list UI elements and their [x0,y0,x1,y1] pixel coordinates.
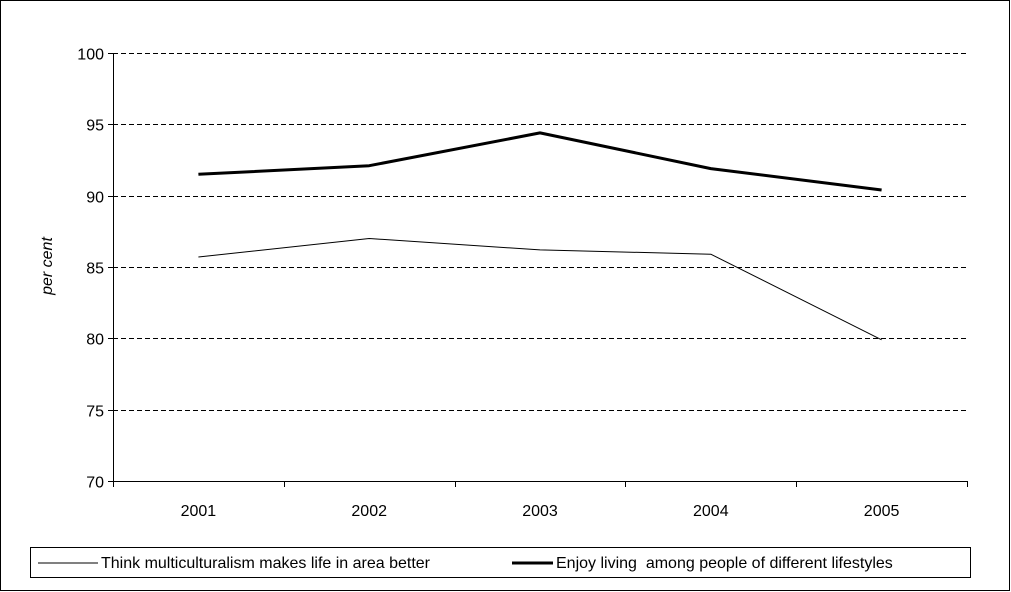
x-tick-label-2002: 2002 [351,503,387,520]
x-tick-label-2005: 2005 [864,503,900,520]
x-tick-label-2001: 2001 [181,503,217,520]
y-tick-label-70: 70 [86,475,104,492]
legend-label-series-2: Enjoy living among people of different l… [556,555,893,572]
y-tick-label-100: 100 [77,47,104,64]
x-tick-label-2003: 2003 [522,503,558,520]
x-tick-label-2004: 2004 [693,503,729,520]
y-tick-label-85: 85 [86,261,104,278]
legend-label-series-1: Think multiculturalism makes life in are… [101,555,431,572]
y-tick-label-75: 75 [86,404,104,421]
y-axis-title: per cent [39,237,56,296]
y-tick-label-95: 95 [86,118,104,135]
y-tick-label-90: 90 [86,190,104,207]
legend: Think multiculturalism makes life in are… [31,548,971,578]
y-tick-label-80: 80 [86,332,104,349]
